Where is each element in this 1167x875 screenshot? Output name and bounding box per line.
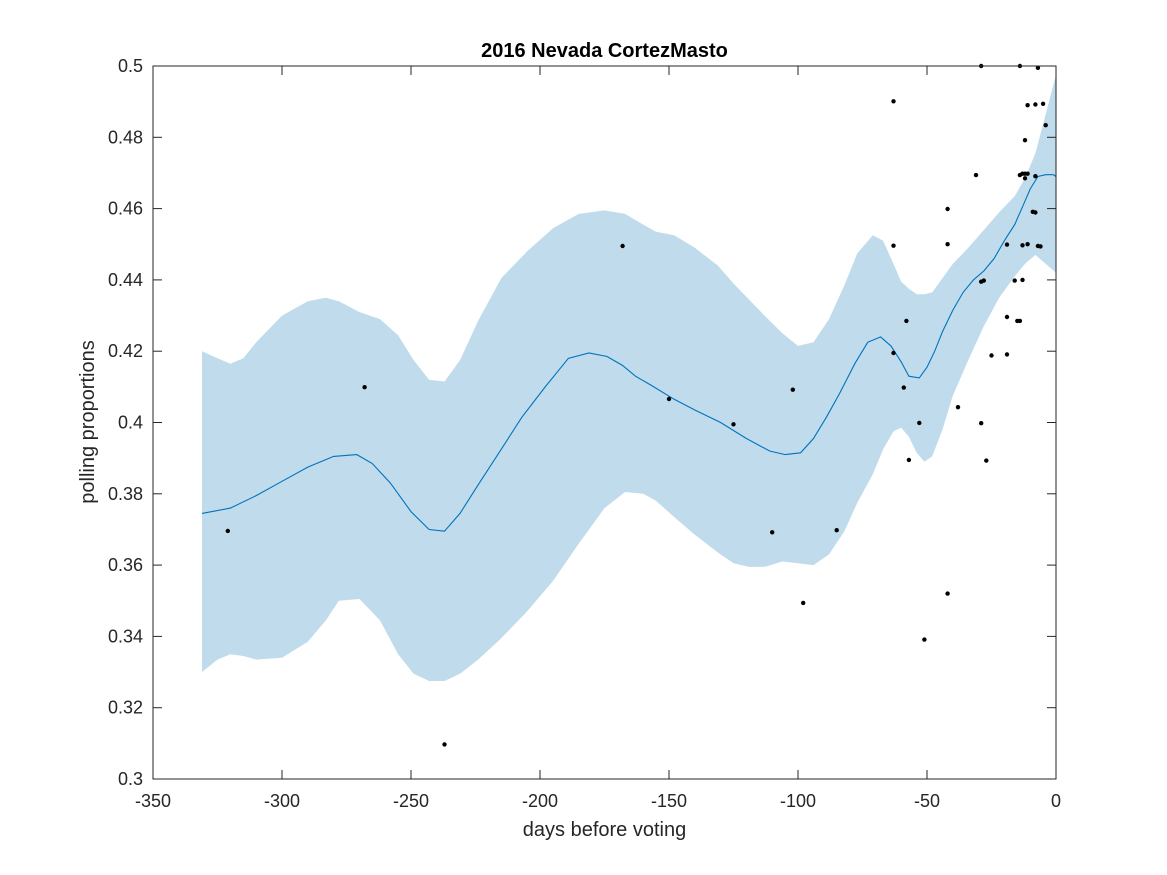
poll-point <box>891 243 896 248</box>
poll-point <box>1038 244 1043 249</box>
x-tick-label: -250 <box>393 791 429 811</box>
poll-point <box>1012 278 1017 283</box>
x-tick-label: -50 <box>914 791 940 811</box>
poll-point <box>1020 243 1025 248</box>
y-tick-label: 0.34 <box>108 626 143 646</box>
poll-point <box>891 350 896 356</box>
poll-point <box>979 421 984 426</box>
poll-point <box>790 387 795 392</box>
y-tick-label: 0.3 <box>118 769 143 789</box>
x-tick-label: -150 <box>651 791 687 811</box>
poll-point <box>891 99 896 104</box>
y-tick-label: 0.4 <box>118 413 143 433</box>
y-tick-label: 0.48 <box>108 127 143 147</box>
poll-point <box>442 742 447 747</box>
x-tick-label: -200 <box>522 791 558 811</box>
poll-point <box>770 530 775 535</box>
poll-point <box>973 172 979 178</box>
poll-points <box>225 63 1048 747</box>
poll-point <box>666 396 672 402</box>
poll-point <box>984 458 989 463</box>
y-axis-label: polling proportions <box>77 340 99 503</box>
chart-title: 2016 Nevada CortezMasto <box>481 40 728 62</box>
y-tick-label: 0.42 <box>108 341 143 361</box>
poll-point <box>945 206 950 212</box>
poll-point <box>1022 176 1028 181</box>
poll-point <box>731 422 736 427</box>
y-tick-label: 0.46 <box>108 199 143 219</box>
y-tick-label: 0.44 <box>108 270 143 290</box>
poll-point <box>955 405 961 410</box>
poll-point <box>1033 210 1038 215</box>
y-tick-label: 0.32 <box>108 698 143 718</box>
poll-point <box>1033 102 1038 107</box>
poll-point <box>1040 101 1046 107</box>
poll-point <box>1025 242 1030 247</box>
poll-point <box>1033 174 1038 179</box>
poll-point <box>362 385 367 390</box>
poll-point <box>1020 277 1025 283</box>
y-tick-label: 0.5 <box>118 56 143 76</box>
poll-point <box>1004 242 1010 247</box>
x-axis-ticks: -350 -300 -250 -200 -150 -100 -50 0 <box>135 66 1061 811</box>
poll-point <box>989 353 994 358</box>
y-axis-ticks: 0.3 0.32 0.34 0.36 0.38 0.4 0.42 0.44 0.46 0.48 0.… <box>108 56 1056 789</box>
poll-point <box>901 385 906 390</box>
poll-point <box>917 420 922 426</box>
poll-point <box>981 278 986 283</box>
poll-point <box>1022 138 1028 143</box>
x-axis-label: days before voting <box>523 819 686 841</box>
fit-line <box>201 174 1057 532</box>
poll-point <box>834 528 839 533</box>
poll-point <box>1035 65 1041 71</box>
x-tick-label: -100 <box>780 791 816 811</box>
poll-point <box>1017 318 1023 324</box>
poll-point <box>1043 123 1048 128</box>
poll-point <box>945 591 950 596</box>
y-tick-label: 0.36 <box>108 555 143 575</box>
x-tick-label: -350 <box>135 791 171 811</box>
poll-point <box>1025 171 1030 176</box>
poll-point <box>904 318 909 324</box>
poll-point <box>801 600 806 606</box>
poll-point <box>1004 314 1010 320</box>
poll-point <box>620 243 625 249</box>
poll-point <box>945 242 950 247</box>
poll-point <box>1025 103 1030 108</box>
confidence-band <box>202 74 1056 681</box>
x-tick-label: 0 <box>1051 791 1061 811</box>
poll-point <box>922 637 927 642</box>
poll-point <box>906 457 912 463</box>
y-tick-label: 0.38 <box>108 484 143 504</box>
x-tick-label: -300 <box>264 791 300 811</box>
poll-point <box>1004 352 1010 357</box>
poll-point <box>225 528 230 534</box>
